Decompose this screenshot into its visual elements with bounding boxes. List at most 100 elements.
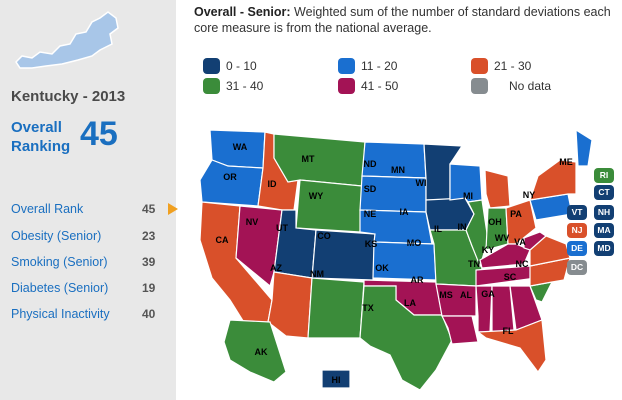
state-label-il: IL [434,224,443,234]
state-ak[interactable] [223,319,287,383]
state-nv[interactable] [235,205,283,288]
badge-nh[interactable]: NH [594,205,614,220]
state-wv[interactable] [523,231,547,251]
state-title: Kentucky - 2013 [11,88,126,105]
badge-nj[interactable]: NJ [567,223,587,238]
state-wy[interactable] [295,179,363,233]
state-label-mi: MI [463,191,473,201]
measure-value: 19 [142,281,156,295]
measure-obesity[interactable]: Obesity (Senior) 23 [11,229,171,247]
state-label-la: LA [404,298,416,308]
state-label-ut: UT [276,223,288,233]
state-label-nm: NM [310,269,324,279]
state-label-ky: KY [482,245,495,255]
state-label-ia: IA [400,207,410,217]
measure-value: 39 [142,255,156,269]
badge-vt[interactable]: VT [567,205,587,220]
badge-ct[interactable]: CT [594,185,614,200]
state-label-wy: WY [309,191,324,201]
state-oh[interactable] [505,199,537,245]
legend-swatch [203,78,220,94]
badge-ri[interactable]: RI [594,168,614,183]
state-label-co: CO [317,231,331,241]
kentucky-silhouette-icon [15,11,119,69]
state-label-sc: SC [504,272,517,282]
state-label-ny: NY [523,190,536,200]
state-label-ne: NE [364,209,377,219]
state-label-nc: NC [516,259,529,269]
measure-overall-rank[interactable]: Overall Rank 45 [11,202,171,220]
state-label-ok: OK [375,263,389,273]
legend-label: 41 - 50 [361,79,399,93]
state-or[interactable] [199,159,264,207]
legend-label: 11 - 20 [361,59,398,73]
measure-diabetes[interactable]: Diabetes (Senior) 19 [11,281,171,299]
state-hi[interactable] [321,369,351,389]
overall-ranking-label: Overall Ranking [11,119,71,155]
badge-dc[interactable]: DC [567,260,587,275]
sidebar: Kentucky - 2013 Overall Ranking 45 Overa… [0,0,176,400]
state-me[interactable] [575,128,593,167]
measure-value: 40 [142,307,156,321]
description: Overall - Senior: Weighted sum of the nu… [194,4,614,36]
state-ar[interactable] [435,283,477,317]
state-mt[interactable] [273,133,366,187]
measure-value: 45 [142,202,156,216]
state-label-ca: CA [216,235,229,245]
measure-smoking[interactable]: Smoking (Senior) 39 [11,255,171,273]
state-label-mn: MN [391,165,405,175]
state-label-sd: SD [364,184,377,194]
measure-label: Obesity (Senior) [11,229,102,243]
state-tx[interactable] [359,285,453,391]
state-in[interactable] [485,207,509,251]
legend-label: 31 - 40 [226,79,264,93]
badge-de[interactable]: DE [567,241,587,256]
us-choropleth-map: WA OR CA ID NV MT WY UT CO AZ NM ND SD NE KS OK TX MN IA MO… [199,128,593,391]
state-label-ms: MS [439,290,453,300]
measure-label: Smoking (Senior) [11,255,108,269]
state-label-ak: AK [255,347,268,357]
legend-label: No data [509,79,552,93]
state-fl[interactable] [476,319,547,374]
state-label-nd: ND [364,159,377,169]
state-label-tx: TX [362,303,374,313]
state-ks[interactable] [372,241,437,281]
legend-swatch [338,58,355,74]
selected-arrow-icon [168,203,178,215]
state-label-or: OR [223,172,237,182]
state-label-az: AZ [270,263,282,273]
state-label-mt: MT [302,154,315,164]
state-label-mo: MO [407,238,422,248]
state-mi[interactable] [484,169,511,209]
state-label-pa: PA [510,209,522,219]
overall-ranking-value: 45 [80,115,118,153]
state-label-oh: OH [488,217,502,227]
state-la[interactable] [441,315,479,345]
badge-ma[interactable]: MA [594,223,614,238]
state-label-nv: NV [246,217,259,227]
state-ny[interactable] [529,159,577,201]
description-title: Overall - Senior: [194,5,291,19]
measure-label: Diabetes (Senior) [11,281,109,295]
state-label-tn: TN [468,259,480,269]
state-label-va: VA [514,237,526,247]
measure-label: Overall Rank [11,202,84,216]
state-nm[interactable] [307,277,365,339]
state-il[interactable] [465,199,489,268]
state-label-ks: KS [365,239,378,249]
legend-swatch [471,58,488,74]
measure-value: 23 [142,229,156,243]
state-label-me: ME [559,157,573,167]
measure-physical-inactivity[interactable]: Physical Inactivity 40 [11,307,171,325]
state-label-in: IN [458,222,467,232]
description-text: Weighted sum of the number of standard d… [194,5,611,35]
state-label-hi: HI [332,375,341,385]
legend-swatch [203,58,220,74]
state-label-ar: AR [411,275,424,285]
state-az[interactable] [267,271,313,339]
state-label-id: ID [268,179,278,189]
state-label-wv: WV [495,233,510,243]
measure-label: Physical Inactivity [11,307,110,321]
state-label-wa: WA [233,142,248,152]
badge-md[interactable]: MD [594,241,614,256]
